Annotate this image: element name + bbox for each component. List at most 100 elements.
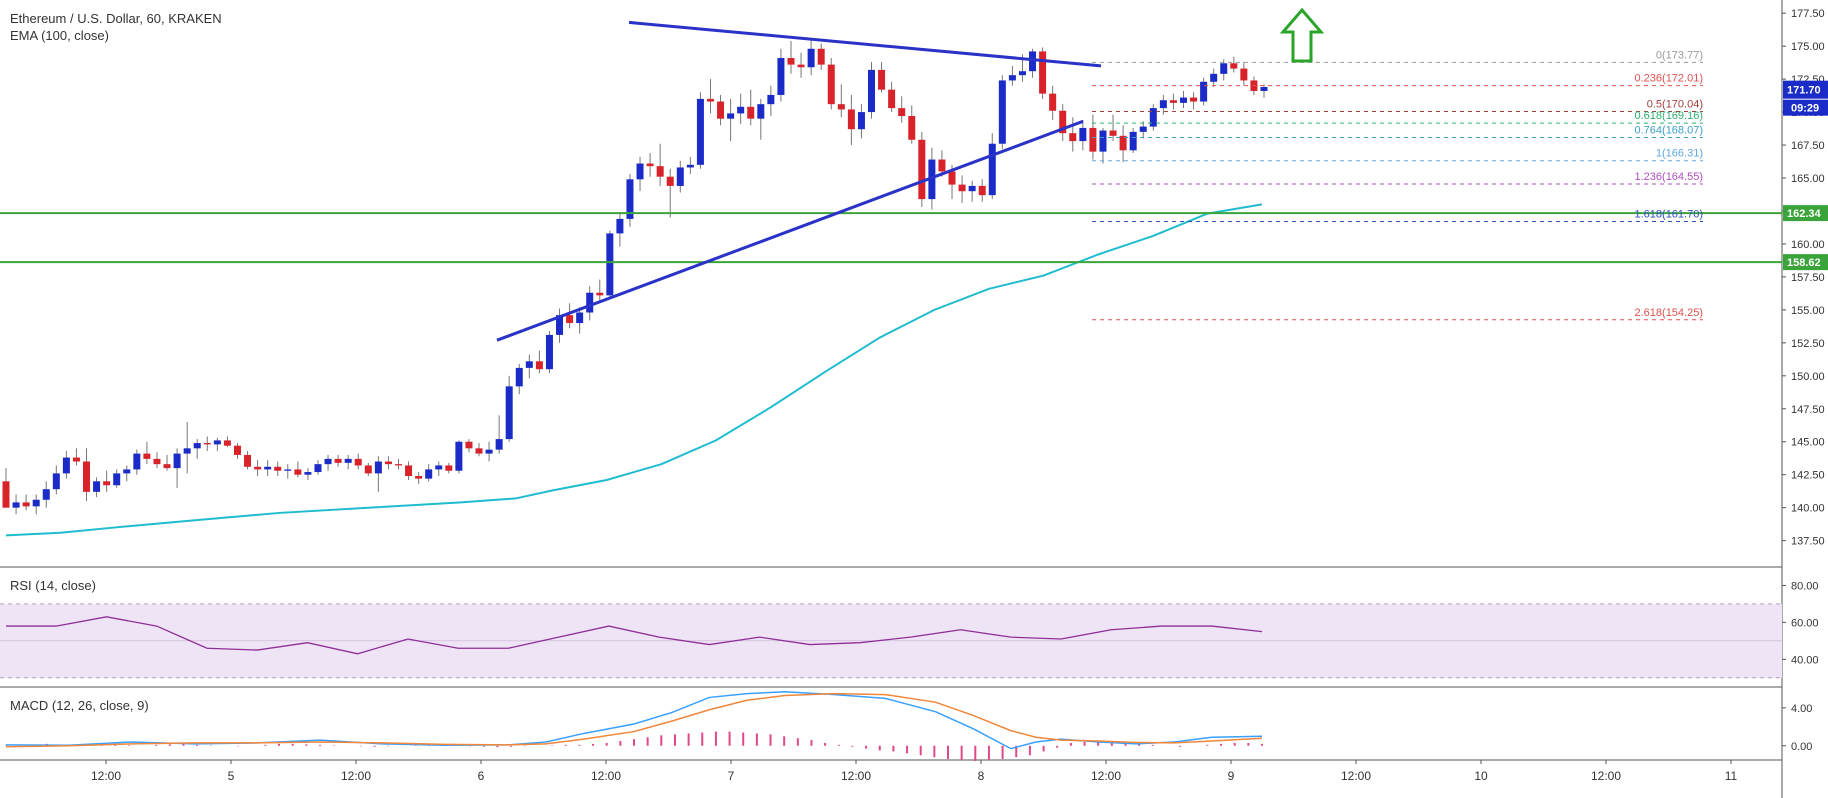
candle-body (274, 466, 282, 471)
candle-body (1200, 81, 1208, 102)
candle-body (22, 502, 30, 507)
candle-body (666, 176, 674, 186)
x-tick-label: 12:00 (1591, 769, 1621, 783)
candle-body (183, 448, 191, 454)
x-tick-label: 12:00 (1091, 769, 1121, 783)
candle-body (777, 58, 785, 95)
candle-body (72, 457, 80, 462)
candle-body (888, 89, 896, 109)
fib-level-label: 0.764(168.07) (1635, 125, 1704, 137)
candle-body (42, 489, 50, 500)
fib-level-label: 1.618(161.70) (1635, 209, 1704, 221)
candle-body (988, 143, 996, 196)
candle-body (817, 48, 825, 65)
candle-body (435, 465, 443, 470)
ema-line (5, 203, 1263, 537)
candle-body (1210, 73, 1218, 82)
candle-body (898, 108, 906, 117)
candle-body (515, 367, 523, 387)
y-tick-label: 147.50 (1791, 404, 1825, 416)
y-tick-label: 175.00 (1791, 41, 1825, 53)
y-tick-label: 140.00 (1791, 503, 1825, 515)
candle-body (1029, 51, 1037, 72)
candle-body (425, 469, 433, 479)
candle-body (123, 469, 131, 474)
x-tick-label: 12:00 (591, 769, 621, 783)
candle-body (2, 481, 10, 508)
candle-body (1190, 97, 1198, 102)
candle-body (93, 481, 101, 492)
candle-body (978, 185, 986, 196)
candle-body (103, 481, 111, 486)
candle-body (1119, 135, 1127, 151)
candle-body (958, 184, 966, 192)
support-price-tag (1783, 205, 1828, 222)
candle-body (314, 464, 322, 473)
y-tick-label: 155.00 (1791, 305, 1825, 317)
x-tick-label: 12:00 (841, 769, 871, 783)
candle-body (364, 465, 372, 474)
candle-body (294, 469, 302, 475)
candle-body (616, 218, 624, 234)
candle-body (626, 179, 634, 219)
candle-body (415, 476, 423, 479)
candle-body (525, 361, 533, 368)
candle-body (354, 458, 362, 466)
candle-body (686, 164, 694, 168)
candle-body (62, 457, 70, 474)
candle-body (244, 454, 252, 467)
candle-body (254, 466, 262, 470)
candle-body (857, 112, 865, 130)
candle-body (1018, 71, 1026, 76)
candle-body (646, 163, 654, 167)
countdown-tag (1783, 99, 1828, 116)
candle-body (193, 443, 201, 449)
candle-body (1079, 127, 1087, 142)
candle-body (1149, 108, 1157, 127)
candle-body (153, 458, 161, 465)
candle-body (1230, 63, 1238, 69)
candle-body (606, 233, 614, 296)
candle-body (163, 464, 171, 469)
y-tick-label: 150.00 (1791, 371, 1825, 383)
y-tick-label: 145.00 (1791, 437, 1825, 449)
symbol-title: Ethereum / U.S. Dollar, 60, KRAKEN (10, 11, 222, 26)
candle-body (1059, 110, 1067, 134)
candle-body (405, 465, 413, 477)
candle-body (1099, 130, 1107, 152)
candle-body (1179, 97, 1187, 103)
support-price-label: 158.62 (1787, 257, 1821, 269)
candle-body (656, 166, 664, 177)
candle-body (787, 58, 795, 65)
rsi-legend: RSI (14, close) (10, 577, 96, 594)
y-tick-label: 160.00 (1791, 239, 1825, 251)
candle-body (1039, 51, 1047, 94)
fib-level-label: 0.618(169.16) (1635, 110, 1704, 122)
candle-body (83, 461, 91, 492)
candle-body (747, 106, 755, 119)
candle-body (868, 69, 876, 113)
candle-body (1240, 68, 1248, 81)
candle-body (344, 458, 352, 463)
candle-body (284, 469, 292, 471)
x-tick-label: 6 (478, 769, 485, 783)
candle-body (485, 449, 493, 454)
candle-body (586, 292, 594, 313)
candle-body (505, 386, 513, 440)
candle-body (737, 106, 745, 114)
candle-body (445, 465, 453, 471)
candle-body (727, 113, 735, 119)
candle-body (133, 453, 141, 470)
candle-body (143, 453, 151, 459)
y-tick-label: 165.00 (1791, 173, 1825, 185)
candle-body (757, 104, 765, 119)
candle-body (52, 473, 60, 490)
fib-level-label: 1(166.31) (1656, 148, 1703, 160)
x-tick-label: 5 (228, 769, 235, 783)
rsi-label: RSI (14, close) (10, 578, 96, 593)
candle-body (324, 458, 332, 465)
candle-body (1220, 63, 1228, 74)
candle-body (576, 312, 584, 324)
y-tick-label: 152.50 (1791, 338, 1825, 350)
